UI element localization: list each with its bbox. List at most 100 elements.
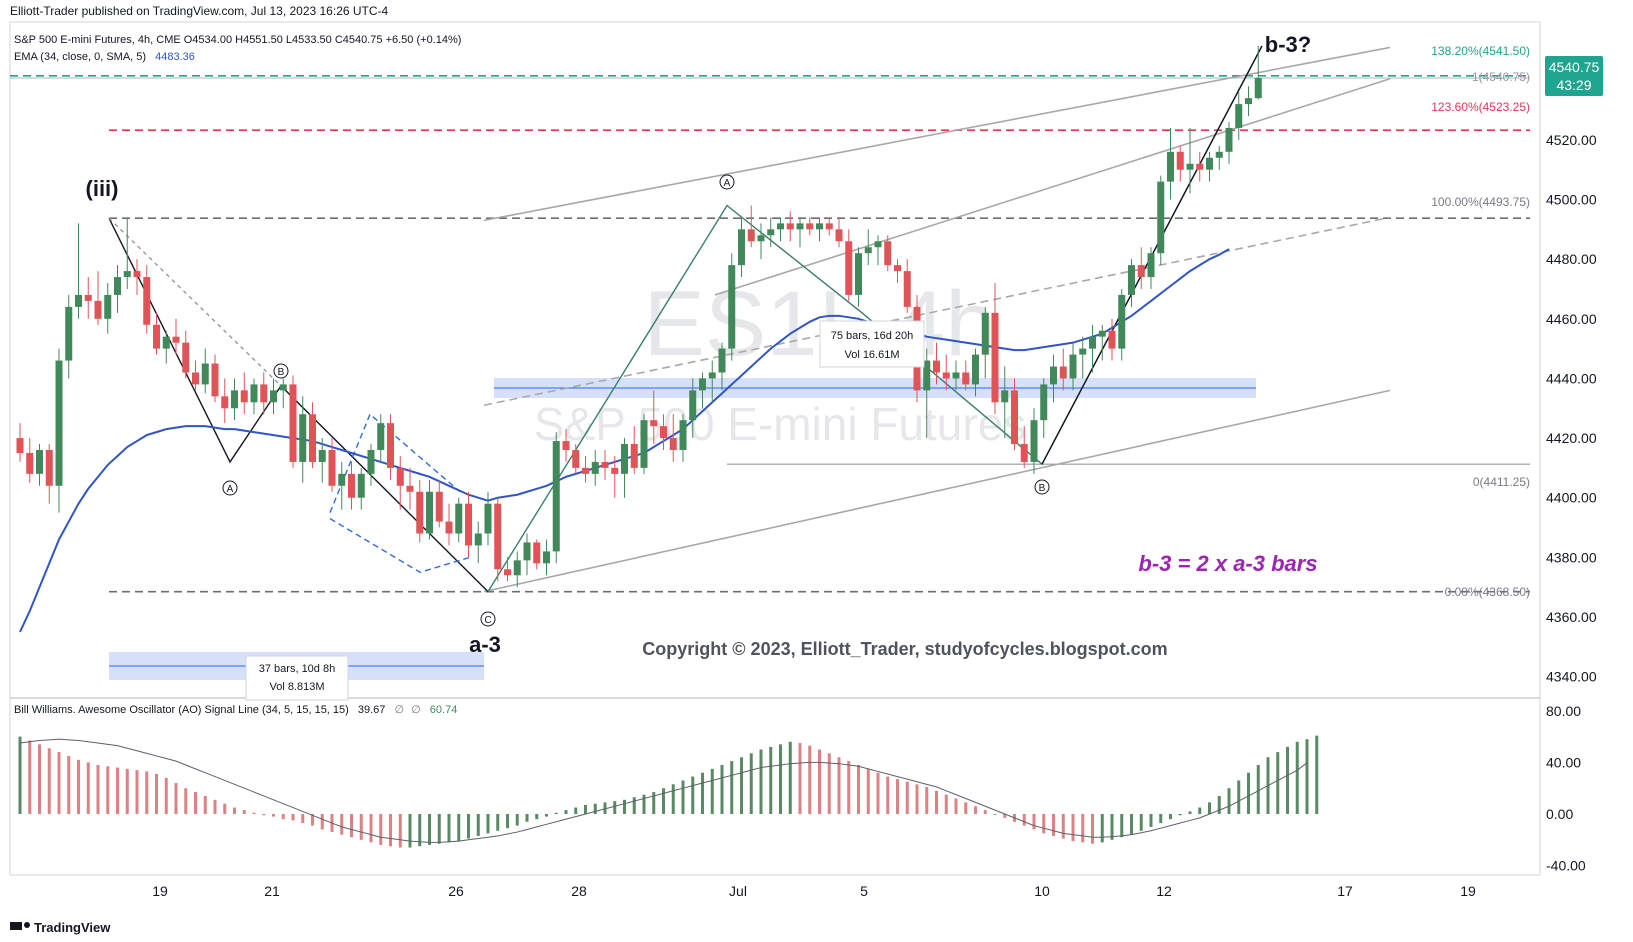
ao-bar (730, 761, 734, 814)
ao-bar (96, 764, 100, 814)
date-price-range-1[interactable]: 37 bars, 10d 8h Vol 8.813M (109, 652, 484, 701)
candle-body (816, 223, 823, 230)
candle (1011, 378, 1018, 451)
candle-body (601, 461, 609, 468)
candle-body (192, 372, 199, 385)
candle (845, 229, 853, 301)
candle (689, 378, 697, 439)
empty-set-icon: ∅ (411, 704, 421, 716)
candle-body (611, 467, 619, 474)
oscillator-value-1: 39.67 (357, 704, 386, 716)
candle-body (250, 384, 258, 403)
ao-bar (1188, 811, 1192, 814)
tradingview-logo[interactable]: TradingView (10, 920, 111, 935)
ao-bar (18, 736, 22, 814)
candle (45, 444, 53, 504)
candle (1098, 324, 1106, 361)
candle-body (484, 503, 492, 534)
time-tick-label: 19 (152, 883, 168, 899)
candle (513, 551, 521, 588)
ao-bar (38, 744, 41, 814)
symbol-line[interactable]: S&P 500 E-mini Futures, 4h, CME O4534.00… (14, 34, 462, 46)
candle (231, 378, 238, 421)
candle-body (1225, 127, 1233, 152)
ao-bar (905, 781, 909, 814)
candle-body (65, 306, 73, 361)
ao-bar (291, 814, 295, 821)
candle-body (455, 503, 463, 534)
candle (738, 217, 745, 278)
axes: 4520.00 4500.00 4480.00 4460.00 4440.00 4420.… (152, 132, 1597, 899)
candle-body (621, 444, 628, 474)
candle-body (660, 426, 667, 439)
candle-body (806, 223, 814, 230)
candle (289, 375, 297, 468)
range-1-label-box (245, 655, 349, 701)
candle-body (738, 229, 745, 266)
candle-body (864, 247, 872, 254)
osc-tick-label: 80.00 (1546, 703, 1581, 719)
candle-body (933, 360, 940, 373)
ema-legend[interactable]: EMA (34, close, 0, SMA, 5) 4483.36 (14, 51, 195, 63)
candle (1245, 86, 1252, 117)
candle-body (416, 491, 424, 534)
candle-body (182, 342, 190, 373)
candle-body (75, 294, 82, 307)
candle-body (894, 265, 901, 272)
candle (903, 259, 911, 313)
ao-bar (964, 802, 968, 814)
candle-body (1186, 163, 1194, 170)
candle (582, 455, 589, 483)
fib-label-000: 0.00%(4368.50) (1445, 585, 1530, 599)
candle-body (562, 441, 570, 451)
candle-body (825, 223, 833, 230)
ao-bar (272, 814, 275, 817)
date-price-range-2[interactable] (494, 378, 1256, 398)
candle (650, 390, 658, 445)
ao-bar (155, 774, 158, 814)
candle-body (84, 294, 92, 301)
candle (699, 372, 706, 409)
candle (94, 271, 102, 325)
ao-bar (593, 803, 597, 814)
candle-body (523, 542, 531, 561)
ao-bar (632, 797, 636, 814)
candle-body (942, 372, 950, 379)
ao-bar (125, 768, 129, 814)
candle-body (289, 384, 297, 462)
ao-bar (769, 746, 773, 814)
candle (1137, 247, 1145, 289)
candle-body (153, 324, 160, 349)
ao-bar (1130, 814, 1133, 835)
ao-bar (1071, 814, 1075, 842)
candle (338, 461, 346, 510)
candle-body (991, 312, 999, 403)
candle-body (757, 235, 765, 242)
candle-body (1040, 384, 1048, 421)
ao-bar (106, 766, 110, 814)
oscillator-legend[interactable]: Bill Williams. Awesome Oscillator (AO) S… (14, 703, 457, 716)
time-tick-label: 12 (1156, 883, 1172, 899)
candle (708, 360, 716, 403)
ao-bar (603, 802, 607, 814)
candle (1079, 336, 1087, 379)
candle (36, 444, 43, 486)
ao-bar (720, 764, 724, 814)
ao-bar (262, 814, 266, 816)
ao-bar (798, 743, 802, 814)
candle-body (1157, 181, 1165, 254)
candle-body (1147, 253, 1155, 278)
ao-bar (1178, 814, 1182, 816)
candle-body (640, 420, 648, 468)
ao-bar (759, 749, 763, 814)
price-pane[interactable] (10, 45, 1530, 633)
candle (1108, 318, 1116, 361)
oscillator-pane[interactable] (18, 735, 1319, 848)
channel-line-1 (483, 46, 1391, 222)
candle-body (240, 390, 248, 403)
candle (523, 533, 531, 576)
ratio-note: b-3 = 2 x a-3 bars (1138, 551, 1317, 576)
wave-guide-line (108, 217, 282, 387)
ao-bar (1305, 739, 1309, 814)
candle (484, 491, 492, 546)
